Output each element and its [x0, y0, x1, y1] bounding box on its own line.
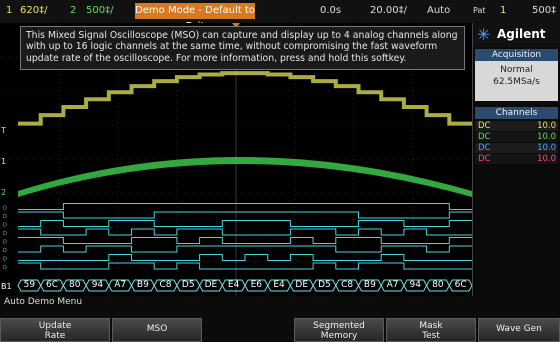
digital-channel-marker[interactable]: D [3, 265, 7, 271]
top-status-bar: 1 620‡/ 2 500‡/ Demo Mode - Default to E… [0, 0, 560, 32]
bus-value: 80 [69, 280, 81, 290]
digital-channel-trace [18, 211, 472, 219]
acquisition-box[interactable]: Normal 62.5MSa/s [475, 61, 558, 101]
bus-value: 6C [46, 280, 59, 290]
pattern-value[interactable]: 500‡ [532, 5, 557, 16]
softkey-wave-gen[interactable]: Wave Gen [478, 318, 560, 342]
demo-mode-banner[interactable]: Demo Mode - Default to Exit [135, 3, 255, 32]
ch2-level-marker[interactable]: 2 [1, 188, 6, 197]
channel-coupling: DC [478, 143, 491, 153]
acquisition-rate: 62.5MSa/s [493, 77, 540, 87]
pattern-label: Pat [473, 6, 486, 15]
bus-value: 59 [23, 280, 36, 290]
channel-scale: 10.0 [537, 143, 556, 153]
digital-channel-marker[interactable]: D [3, 240, 7, 246]
channels-header[interactable]: Channels [475, 107, 558, 119]
time-offset[interactable]: 0.0s [320, 5, 342, 16]
digital-channel-marker[interactable]: D [3, 214, 7, 220]
acquisition-mode: Normal [500, 65, 533, 75]
softkey-label: Wave Gen [496, 324, 542, 334]
ch2-scale[interactable]: 500‡/ [86, 5, 114, 16]
channel-coupling: DC [478, 121, 491, 131]
softkey-label: Segmented [313, 321, 365, 331]
softkey-label: Update [38, 321, 72, 331]
digital-channel-marker[interactable]: D [3, 248, 7, 254]
digital-channel-marker[interactable]: D [3, 257, 7, 263]
digital-channel-marker[interactable]: D [3, 231, 7, 237]
digital-channel-trace [18, 203, 472, 210]
ch1-scale[interactable]: 620‡/ [20, 5, 48, 16]
ch2-waveform [18, 157, 472, 197]
channel-row[interactable]: DC 10.0 [475, 143, 558, 153]
bus-value: E6 [250, 280, 263, 290]
channel-scale: 10.0 [537, 121, 556, 131]
bus-value: E4 [273, 280, 285, 290]
digital-channel-trace [18, 262, 472, 270]
channel-row[interactable]: DC 10.0 [475, 154, 558, 164]
timebase[interactable]: 20.00‡/ [370, 5, 407, 16]
digital-channel-trace [18, 245, 472, 253]
info-popup: This Mixed Signal Oscilloscope (MSO) can… [20, 26, 465, 70]
digital-channel-trace [18, 228, 472, 236]
bus-value: C8 [341, 280, 354, 290]
bus-value: 94 [409, 280, 421, 290]
trigger-mode[interactable]: Auto [427, 5, 451, 16]
digital-channel-trace [18, 254, 472, 261]
digital-channel-marker[interactable]: D [3, 206, 7, 212]
ch1-number[interactable]: 1 [6, 5, 13, 16]
bus-value: A7 [386, 280, 399, 290]
pattern-channel[interactable]: 1 [500, 5, 507, 16]
softkey-mask[interactable]: Mask Test [386, 318, 476, 342]
ch1-waveform [18, 71, 472, 126]
bus-value: C8 [159, 280, 172, 290]
side-panel: ✳ Agilent Acquisition Normal 62.5MSa/s C… [473, 23, 560, 296]
bus-value: E4 [227, 280, 240, 290]
bus-value: 80 [432, 280, 444, 290]
channel-row[interactable]: DC 10.0 [475, 132, 558, 142]
channel-coupling: DC [478, 132, 491, 142]
bus-value: D5 [181, 280, 195, 290]
ch2-number[interactable]: 2 [70, 5, 77, 16]
menu-title: Auto Demo Menu [4, 297, 83, 307]
bus-value: DE [204, 280, 218, 290]
channel-coupling: DC [478, 154, 491, 164]
softkey-update[interactable]: Update Rate [0, 318, 110, 342]
brand-header: ✳ Agilent [473, 23, 560, 47]
acquisition-header[interactable]: Acquisition [475, 49, 558, 61]
channel-scale: 10.0 [537, 132, 556, 142]
softkey-sublabel: Rate [44, 331, 66, 341]
softkey-segmented[interactable]: Segmented Memory [294, 318, 384, 342]
softkey-sublabel: Test [422, 331, 440, 341]
channel-row[interactable]: DC 10.0 [475, 121, 558, 131]
bus-value: DE [295, 280, 309, 290]
channel-scale: 10.0 [537, 154, 556, 164]
bus-value: B9 [136, 280, 149, 290]
ch1-level-marker[interactable]: 1 [1, 157, 6, 166]
digital-channel-marker[interactable]: D [3, 223, 7, 229]
digital-channel-trace [18, 220, 472, 227]
digital-channel-trace [18, 237, 472, 244]
softkey-label: Mask [419, 321, 443, 331]
trigger-position-marker[interactable] [232, 23, 240, 28]
softkey-label: MSO [146, 324, 168, 334]
brand-name: Agilent [497, 27, 546, 41]
bus-value: B9 [363, 280, 376, 290]
bus-value: 94 [91, 280, 104, 290]
softkey-mso[interactable]: MSO [112, 318, 202, 342]
bus-value: 6C [454, 280, 467, 290]
ch1-ground-marker[interactable]: T [0, 126, 6, 135]
bus-value: D5 [318, 280, 331, 290]
softkey-sublabel: Memory [320, 331, 358, 341]
bus-label[interactable]: B1 [1, 282, 12, 291]
bus-waveform [17, 279, 473, 292]
bus-value: A7 [114, 280, 127, 290]
agilent-logo-icon: ✳ [477, 25, 491, 44]
